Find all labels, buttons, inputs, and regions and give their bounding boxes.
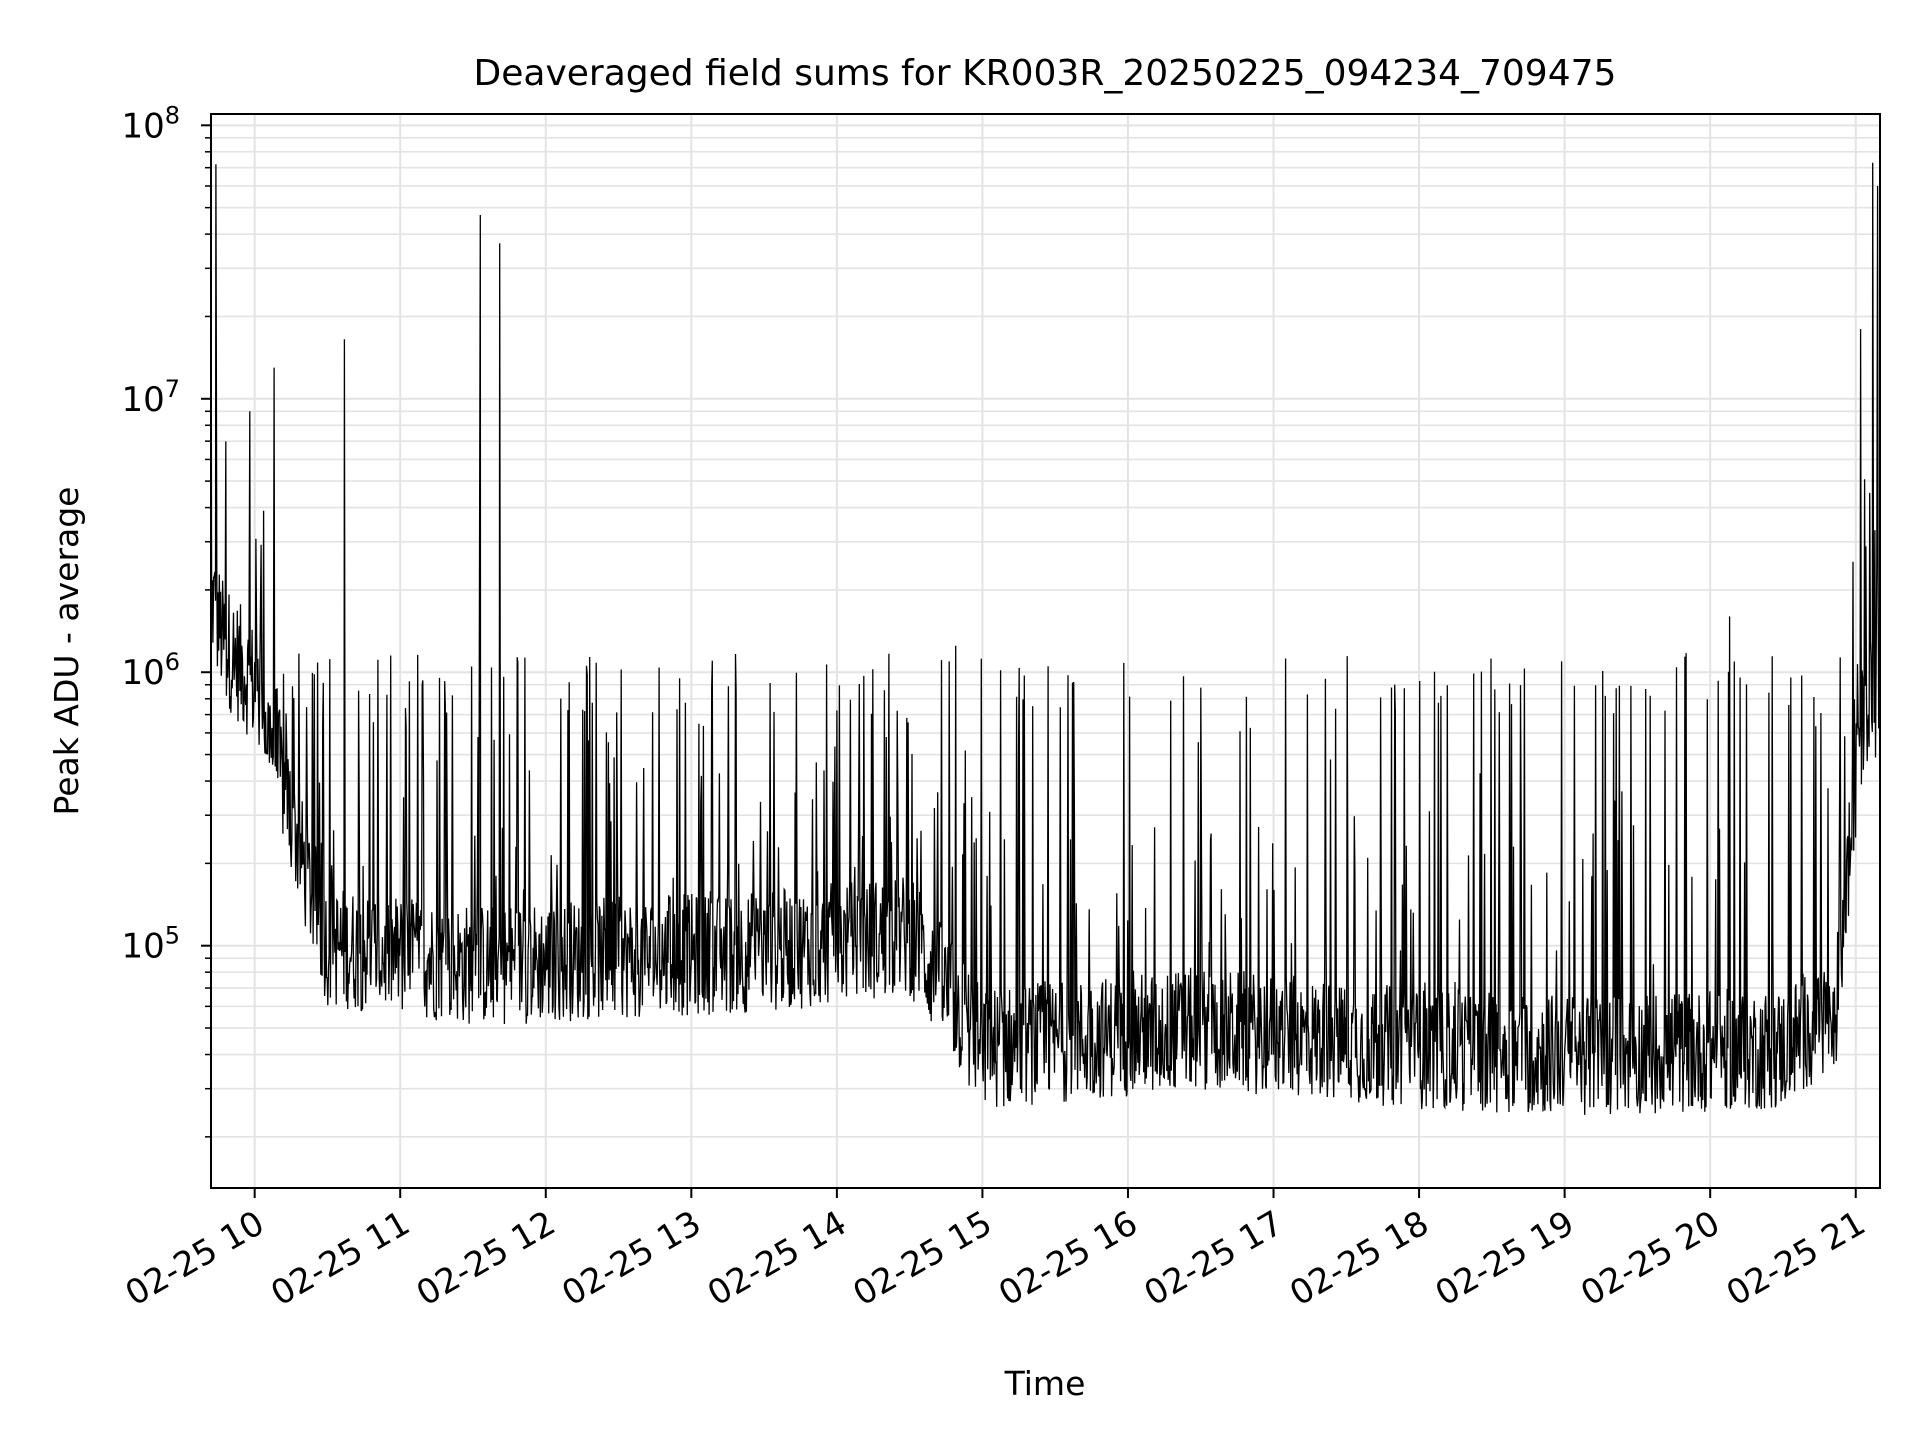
y-axis-label: Peak ADU - average xyxy=(47,487,86,816)
x-axis-label: Time xyxy=(1004,1364,1086,1403)
chart-title: Deaveraged field sums for KR003R_2025022… xyxy=(474,53,1617,94)
y-tick-label: 106 xyxy=(121,648,180,693)
y-axis: 105 106 107 108 xyxy=(121,101,211,1138)
y-tick-label: 108 xyxy=(121,101,180,146)
y-tick-label: 105 xyxy=(121,922,180,967)
series-line xyxy=(210,162,1881,1115)
series-group xyxy=(210,162,1881,1115)
y-tick-label: 107 xyxy=(121,375,180,420)
plot-frame xyxy=(210,113,1881,1189)
